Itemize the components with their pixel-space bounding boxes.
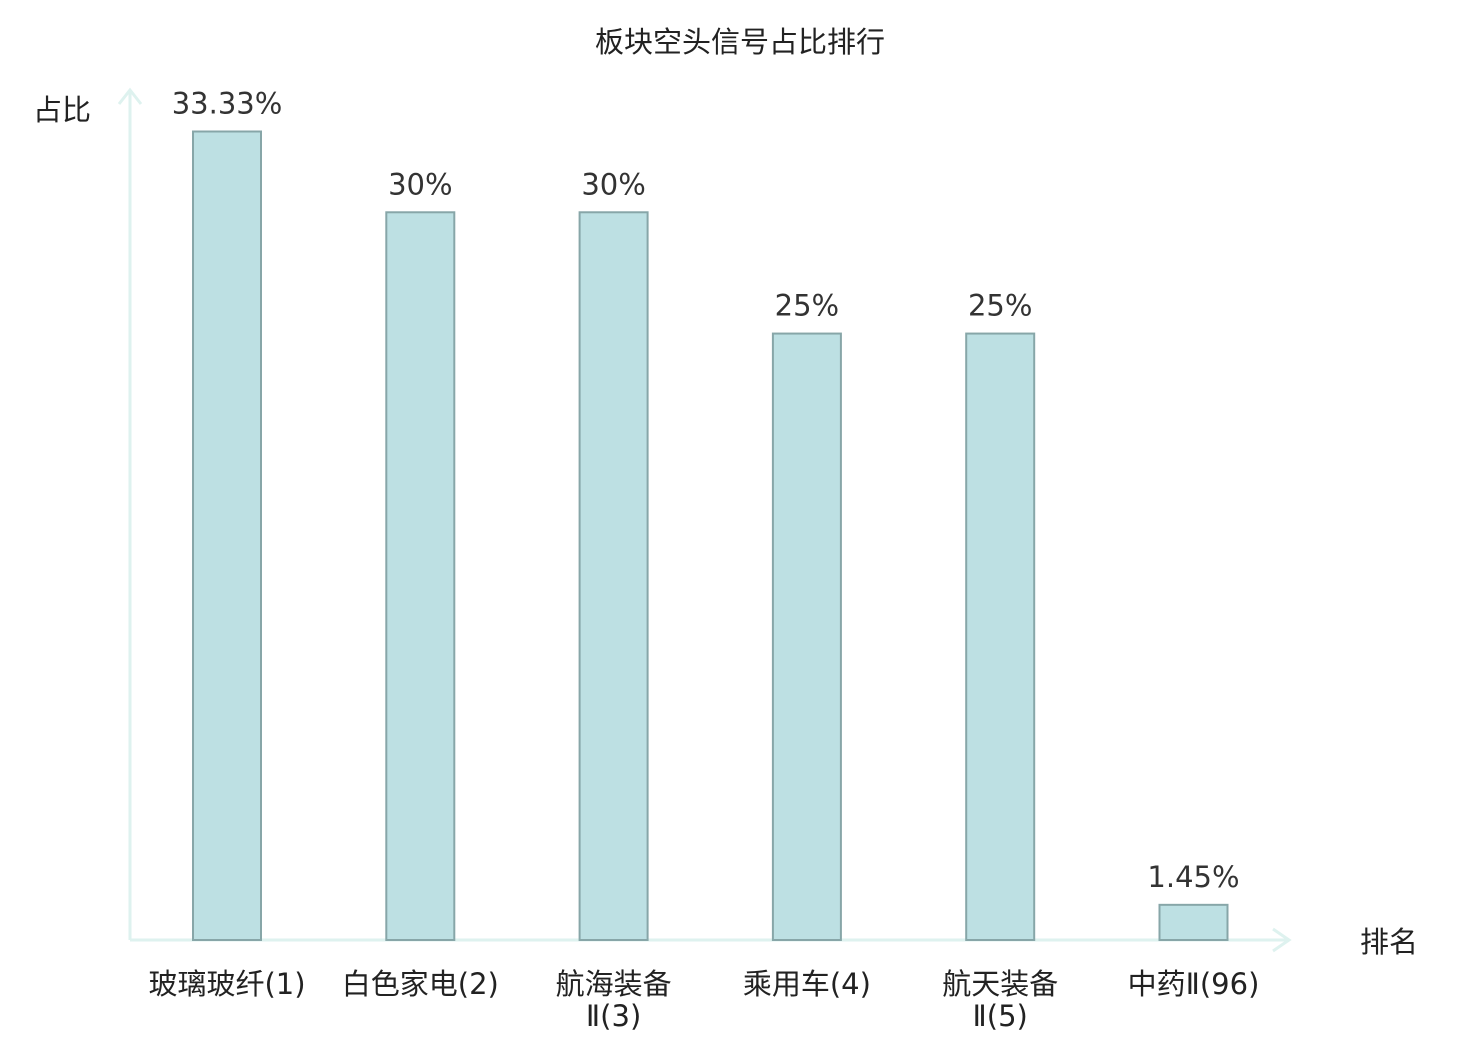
bar-value-label: 25% [968, 289, 1032, 323]
chart-title: 板块空头信号占比排行 [595, 25, 885, 59]
value-labels-group: 33.33% 30% 30% 25% 25% 1.45% [172, 87, 1240, 894]
bar [965, 332, 1036, 942]
y-axis-arrow [117, 87, 143, 105]
x-tick-label: 航天装备 [942, 967, 1058, 1001]
x-tick-label: 中药Ⅱ(96) [1128, 967, 1260, 1001]
bar-value-label: 1.45% [1147, 860, 1239, 894]
bar [1158, 903, 1229, 941]
bar [771, 332, 842, 942]
x-axis-arrow [1272, 927, 1292, 953]
bar-value-label: 30% [581, 167, 645, 201]
x-tick-label: Ⅱ(3) [586, 999, 641, 1033]
bar [192, 130, 262, 941]
bar-value-label: 30% [388, 167, 452, 201]
x-tick-label: 玻璃玻纤(1) [148, 967, 305, 1001]
bar [578, 211, 649, 941]
x-tick-label: 白色家电(2) [342, 967, 499, 1001]
x-tick-label: 航海装备 [556, 967, 672, 1001]
x-tick-label: 乘用车(4) [743, 967, 871, 1001]
bars-group [192, 130, 1229, 942]
bar-value-label: 25% [775, 289, 839, 323]
x-axis-label: 排名 [1360, 925, 1418, 959]
x-tick-label: Ⅱ(5) [973, 999, 1028, 1033]
bar [385, 211, 456, 941]
bar-value-label: 33.33% [172, 87, 283, 121]
y-axis-label: 占比 [33, 93, 91, 127]
